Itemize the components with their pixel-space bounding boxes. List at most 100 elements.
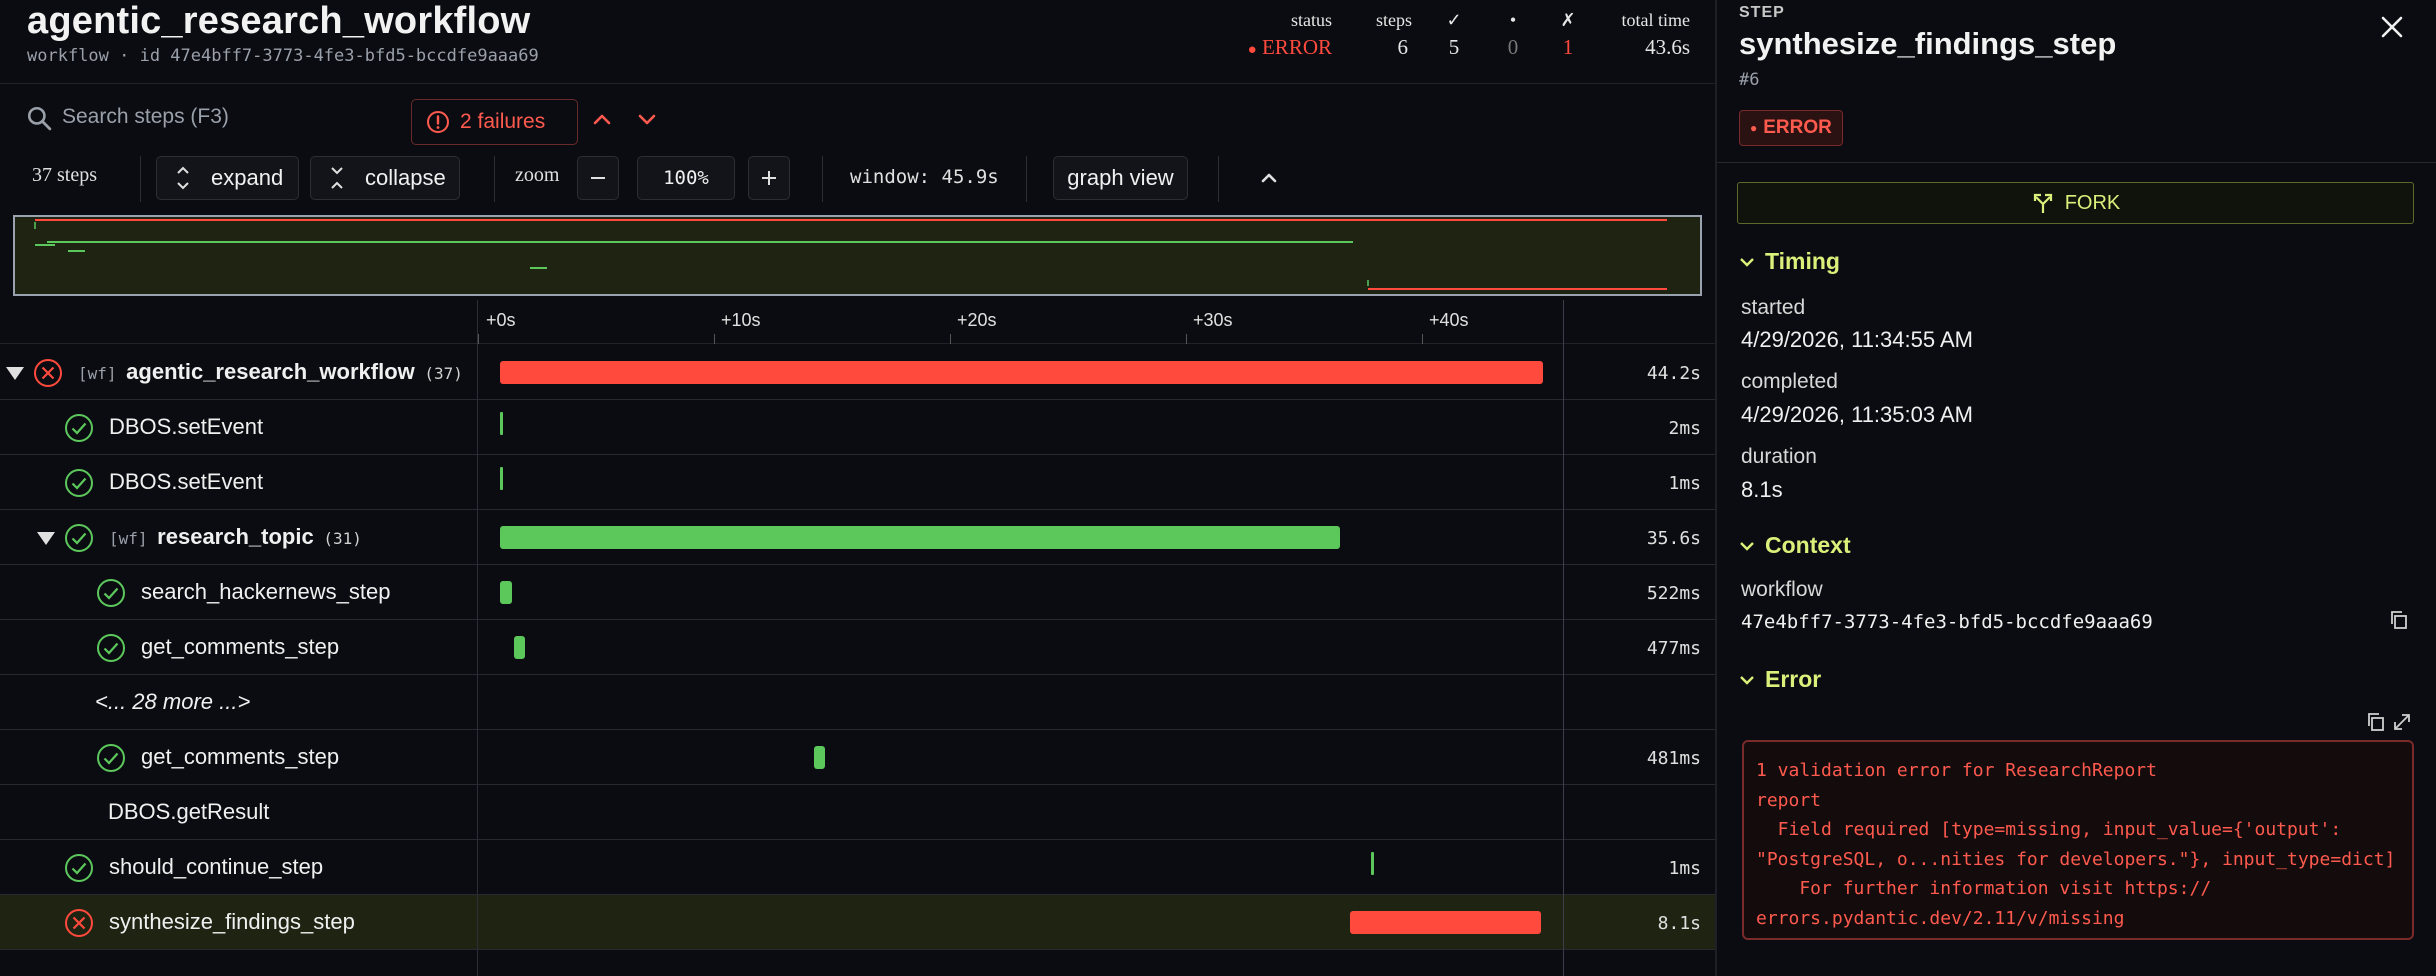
timeline-minimap[interactable] [13, 215, 1702, 296]
started-value: 4/29/2026, 11:34:55 AM [1741, 327, 1973, 352]
step-detail-panel: STEP synthesize_findings_step #6 ● ERROR… [1715, 0, 2436, 976]
collapse-button[interactable]: collapse [310, 156, 460, 200]
tick-label: +20s [957, 310, 997, 330]
error-section-header[interactable]: Error [1739, 666, 1821, 693]
duration-bar[interactable] [500, 361, 1544, 384]
chevron-down-icon [1740, 257, 1754, 267]
status-dot-icon: ● [1750, 121, 1758, 135]
stat-status-value: ● ERROR [1200, 35, 1332, 60]
expand-icon[interactable] [2392, 712, 2412, 732]
table-row[interactable]: get_comments_step 477ms [0, 620, 1715, 675]
workflow-id-value: 47e4bff7-3773-4fe3-bfd5-bccdfe9aaa69 [1741, 611, 2153, 633]
collapse-minimap-icon[interactable] [1257, 166, 1281, 190]
table-row[interactable]: [wf] agentic_research_workflow (37) 44.2s [0, 345, 1715, 400]
table-row[interactable]: DBOS.setEvent 1ms [0, 455, 1715, 510]
search-icon [27, 106, 52, 131]
error-header-label: Error [1765, 666, 1822, 692]
step-name: synthesize_findings_step [109, 909, 355, 935]
stat-status-label: status [1290, 10, 1332, 30]
zoom-out-button[interactable] [577, 156, 619, 200]
stat-total-value: 43.6s [1645, 35, 1690, 59]
tick [478, 334, 479, 344]
copy-icon[interactable] [2389, 610, 2409, 630]
panel-kind-label: STEP [1739, 4, 1785, 21]
step-name: search_hackernews_step [141, 579, 390, 605]
step-number: #6 [1739, 70, 1760, 90]
fork-button[interactable]: FORK [1737, 182, 2414, 224]
expand-toggle-icon[interactable] [37, 532, 55, 545]
copy-icon[interactable] [2366, 712, 2386, 732]
zoom-in-button[interactable] [748, 156, 790, 200]
workflow-title: agentic_research_workflow [27, 0, 531, 42]
divider [1717, 162, 2436, 163]
workflow-tag: [wf] [109, 529, 158, 548]
check-circle-icon [65, 854, 93, 882]
failures-label: 2 failures [460, 110, 546, 133]
check-circle-icon [97, 744, 125, 772]
table-row[interactable]: [wf] research_topic (31) 35.6s [0, 510, 1715, 565]
tick [1422, 334, 1423, 344]
stat-fail-label: ✗ [1560, 10, 1576, 30]
duration-bar[interactable] [500, 467, 503, 490]
check-circle-icon [97, 579, 125, 607]
table-row[interactable]: get_comments_step 481ms [0, 730, 1715, 785]
search-input[interactable] [62, 99, 392, 135]
step-duration: 1ms [1668, 473, 1701, 494]
table-row[interactable]: search_hackernews_step 522ms [0, 565, 1715, 620]
timing-header-label: Timing [1765, 248, 1840, 274]
step-duration: 481ms [1646, 748, 1701, 769]
expand-toggle-icon[interactable] [6, 367, 24, 380]
search-row: 2 failures [0, 85, 1715, 149]
duration-bar[interactable] [500, 526, 1341, 549]
previous-failure-icon[interactable] [590, 107, 614, 131]
step-name-label: DBOS.setEvent [109, 414, 264, 439]
table-row[interactable]: synthesize_findings_step 8.1s [0, 895, 1715, 950]
context-section-header[interactable]: Context [1739, 532, 1851, 559]
stat-status: status ● ERROR [1248, 10, 1332, 60]
step-name: [wf] agentic_research_workflow (37) [78, 359, 463, 385]
tick-label: +40s [1429, 310, 1469, 330]
check-circle-icon [65, 524, 93, 552]
duration-bar[interactable] [1370, 852, 1374, 875]
stat-status-text: ERROR [1261, 35, 1332, 59]
timeline-pane: agentic_research_workflow workflow · id … [0, 0, 1715, 976]
step-duration: 44.2s [1646, 363, 1701, 384]
tick-label: +30s [1193, 310, 1233, 330]
duration-bar[interactable] [1349, 911, 1541, 934]
child-count: (31) [313, 529, 362, 548]
graph-view-button[interactable]: graph view [1053, 156, 1188, 200]
table-row[interactable]: DBOS.getResult [0, 785, 1715, 840]
step-name-label: <... 28 more ...> [95, 689, 251, 714]
next-failure-icon[interactable] [635, 107, 659, 131]
timeline-toolbar: 37 steps expand collapse zoom 100% windo… [0, 150, 1715, 206]
timing-section-header[interactable]: Timing [1739, 248, 1840, 275]
step-duration: 522ms [1646, 583, 1701, 604]
close-icon[interactable] [2377, 12, 2407, 42]
minimap-overview [34, 219, 1667, 290]
divider [494, 156, 495, 202]
step-name-label: synthesize_findings_step [109, 909, 355, 934]
check-circle-icon [65, 414, 93, 442]
step-name: <... 28 more ...> [95, 689, 250, 715]
table-row[interactable]: should_continue_step 1ms [0, 840, 1715, 895]
zoom-value[interactable]: 100% [637, 156, 735, 200]
step-name-label: get_comments_step [141, 744, 340, 769]
tick-label: +10s [721, 310, 761, 330]
duration-bar[interactable] [500, 412, 503, 435]
duration-bar[interactable] [813, 746, 826, 769]
workflow-subtitle: workflow · id 47e4bff7-3773-4fe3-bfd5-bc… [27, 46, 539, 66]
workflow-label: workflow [1741, 578, 1823, 601]
stat-steps-label: steps [1376, 10, 1412, 30]
step-duration: 2ms [1668, 418, 1701, 439]
step-name-label: DBOS.setEvent [109, 469, 264, 494]
step-duration: 1ms [1668, 858, 1701, 879]
step-duration: 477ms [1646, 638, 1701, 659]
stat-pending-value: 0 [1507, 35, 1519, 59]
failures-button[interactable]: 2 failures [411, 99, 578, 145]
duration-bar[interactable] [500, 581, 513, 604]
expand-button[interactable]: expand [156, 156, 299, 200]
step-name-label: DBOS.getResult [108, 799, 270, 824]
duration-bar[interactable] [514, 636, 526, 659]
table-row[interactable]: <... 28 more ...> [0, 675, 1715, 730]
table-row[interactable]: DBOS.setEvent 2ms [0, 400, 1715, 455]
